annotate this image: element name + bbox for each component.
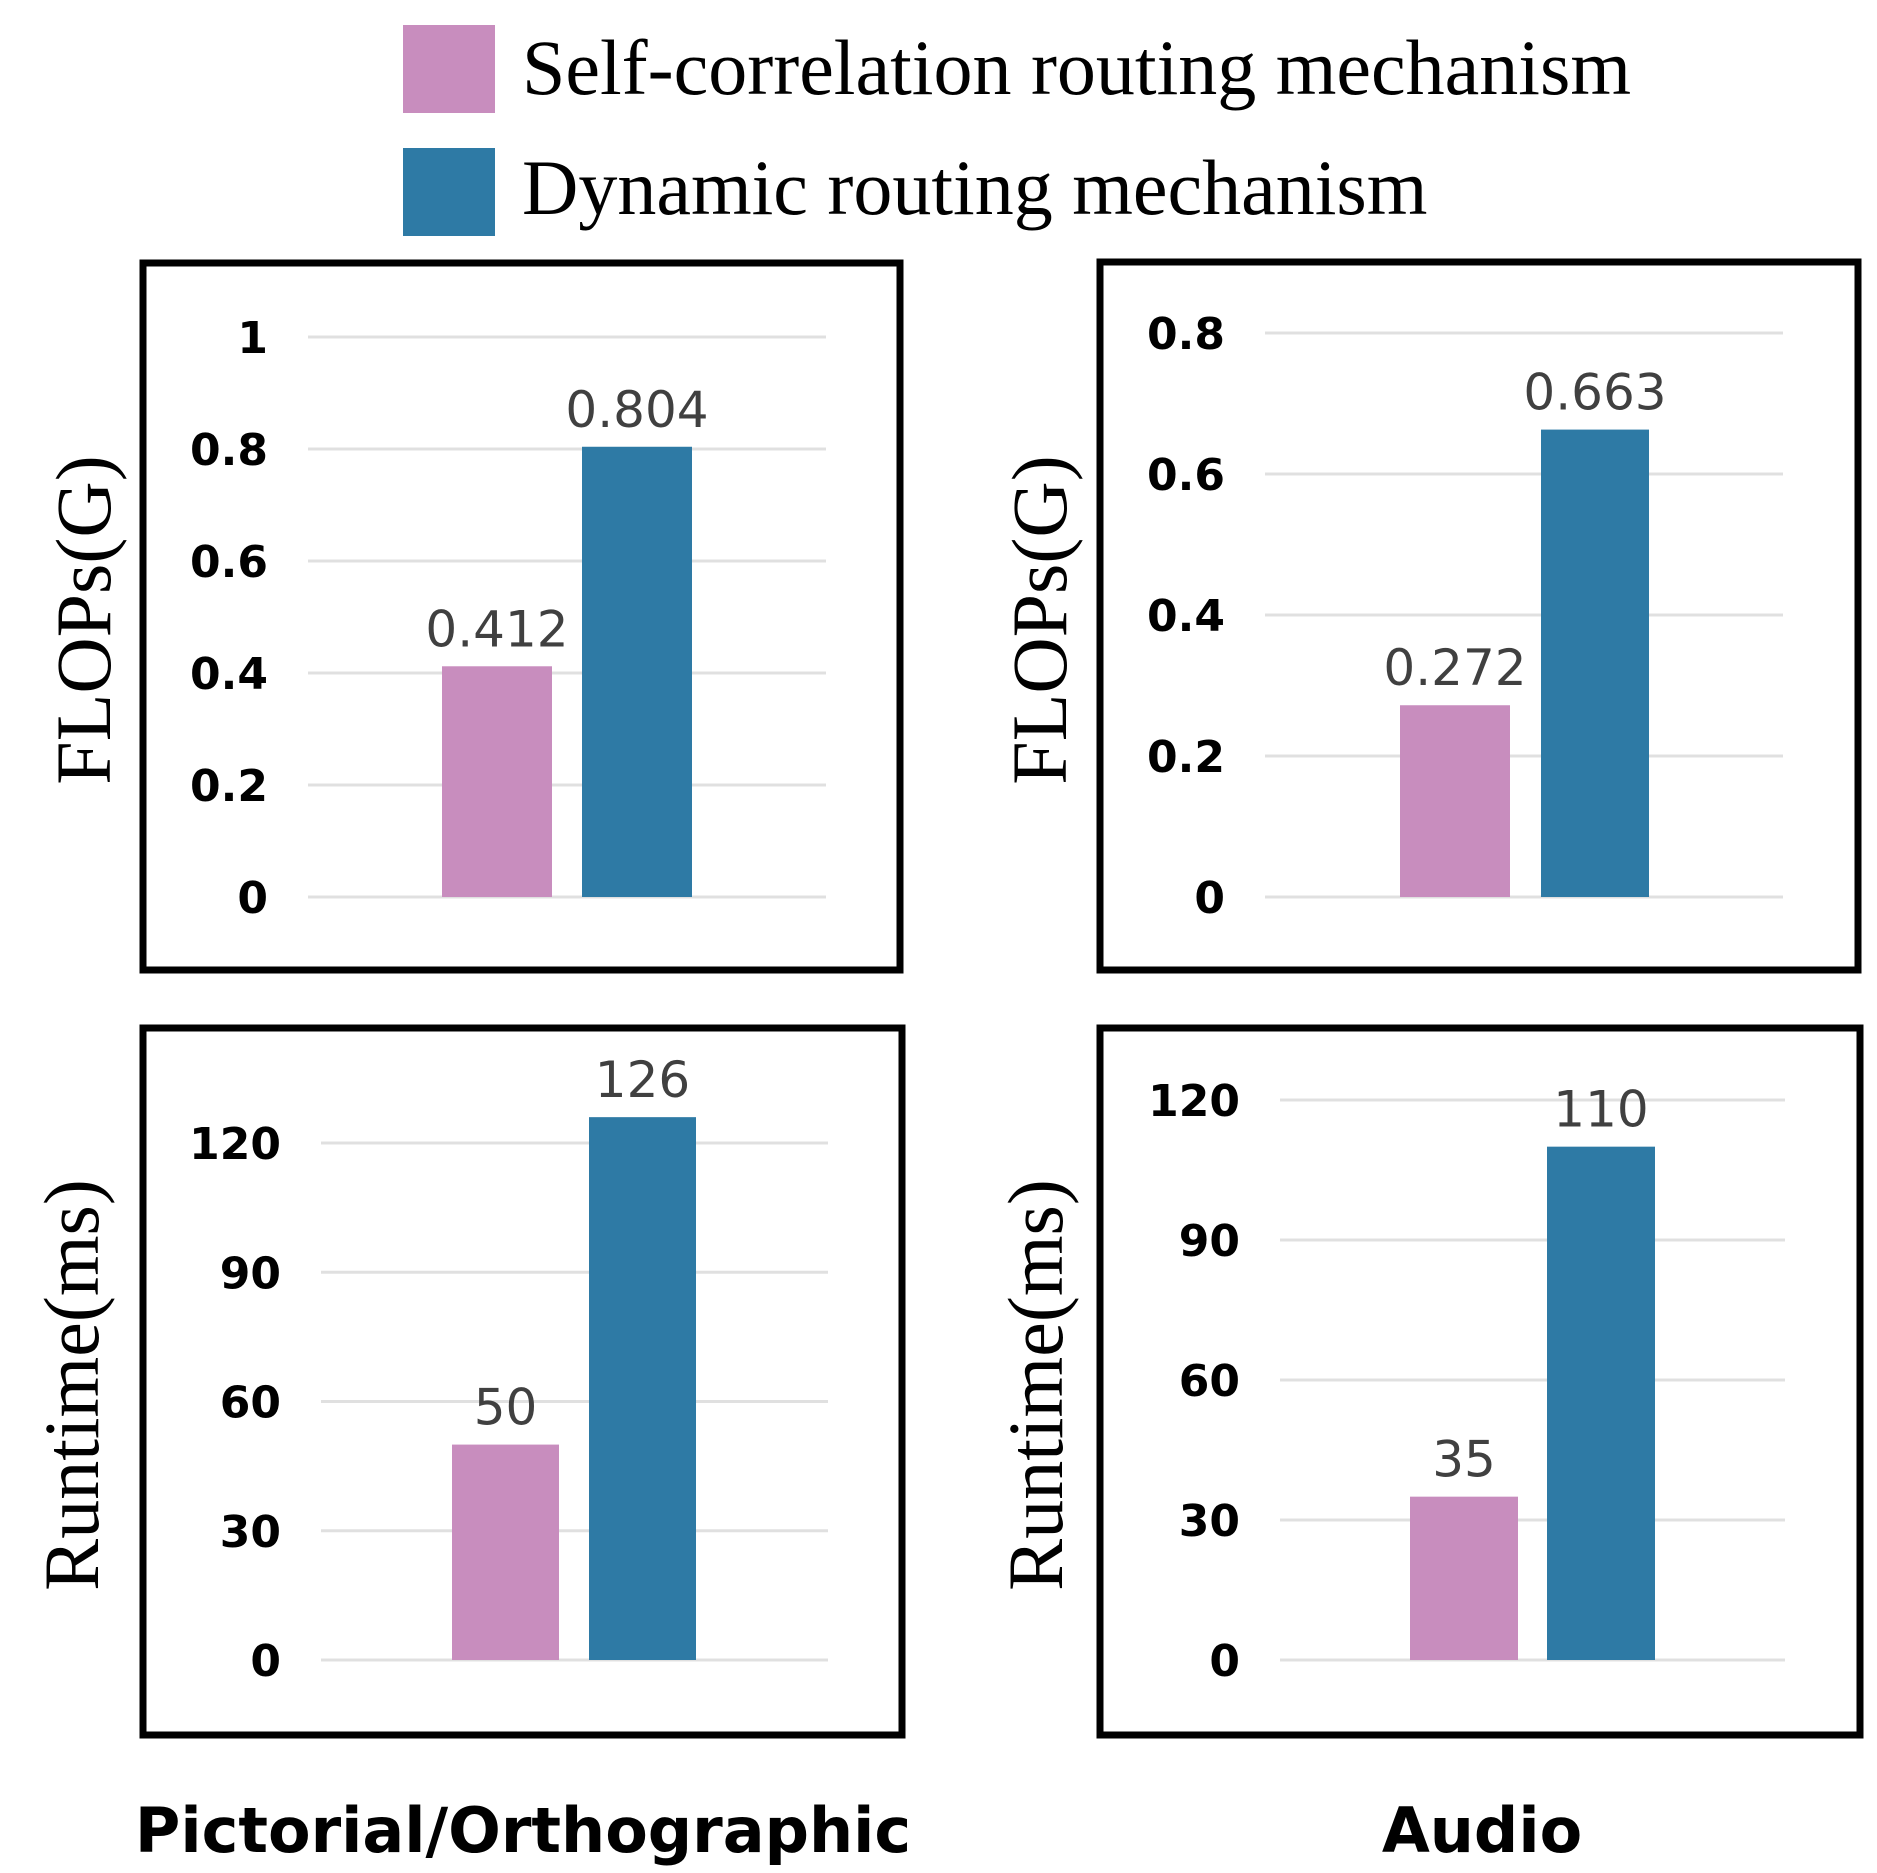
panel-frame xyxy=(139,1024,906,1739)
legend-label-dynamic: Dynamic routing mechanism xyxy=(522,144,1427,231)
bar-dynamic xyxy=(589,1117,696,1660)
y-tick-label: 0 xyxy=(250,1636,281,1687)
data-label: 0.272 xyxy=(1383,639,1526,697)
y-tick-label: 120 xyxy=(189,1119,281,1170)
y-tick-label: 30 xyxy=(1179,1496,1240,1547)
bar-self-correlation xyxy=(452,1444,559,1660)
chart-panel-4: 0 30 60 90 120 35 110 Runtime(ms) xyxy=(992,1024,1864,1739)
y-tick-label: 0.6 xyxy=(1147,450,1225,501)
bar-dynamic xyxy=(582,446,692,897)
y-axis-label: Runtime(ms) xyxy=(992,1179,1079,1591)
y-tick-label: 0 xyxy=(1209,1636,1240,1687)
y-axis-label: Runtime(ms) xyxy=(28,1179,115,1591)
y-tick-label: 60 xyxy=(220,1378,281,1429)
y-tick-label: 0.8 xyxy=(1147,309,1225,360)
bar-dynamic xyxy=(1547,1146,1655,1660)
bar-dynamic xyxy=(1541,429,1649,897)
chart-panel-2: 0 0.2 0.4 0.6 0.8 0.272 0.663 FLOPs(G) xyxy=(996,258,1862,974)
bar-self-correlation xyxy=(442,666,552,897)
y-tick-label: 0 xyxy=(237,873,268,924)
data-label: 50 xyxy=(474,1379,538,1437)
legend-swatch-dynamic xyxy=(403,148,495,236)
y-tick-label: 0.2 xyxy=(1147,732,1225,783)
panels: 00.20.40.60.810.4120.804FLOPs(G)00.20.40… xyxy=(28,258,1864,1739)
y-tick-label: 0.4 xyxy=(1147,591,1225,642)
panel-frame xyxy=(1096,1024,1864,1739)
chart-panel-3: 0 30 60 90 120 50 126 Runtime(ms) xyxy=(28,1024,906,1739)
data-label: 35 xyxy=(1432,1431,1496,1489)
y-tick-label: 1 xyxy=(237,313,268,364)
y-tick-label: 0.2 xyxy=(190,761,268,812)
y-tick-label: 0.4 xyxy=(190,649,268,700)
y-tick-label: 30 xyxy=(220,1507,281,1558)
y-axis-label: FLOPs(G) xyxy=(996,455,1083,784)
y-tick-label: 0 xyxy=(1194,873,1225,924)
data-label: 0.804 xyxy=(565,381,708,439)
panel-frame xyxy=(139,259,904,974)
bar-self-correlation xyxy=(1410,1496,1518,1660)
group-label-pictorial: Pictorial/Orthographic xyxy=(135,1794,911,1867)
y-tick-label: 90 xyxy=(220,1248,281,1299)
data-label: 0.663 xyxy=(1523,364,1666,422)
bar-self-correlation xyxy=(1400,705,1510,897)
legend-swatch-self-correlation xyxy=(403,25,495,113)
chart-panel-1: 0 0.2 0.4 0.6 0.8 1 0.412 0.804 FLOPs(G) xyxy=(40,259,904,974)
y-tick-label: 60 xyxy=(1179,1356,1240,1407)
y-tick-label: 120 xyxy=(1148,1076,1240,1127)
y-tick-label: 0.6 xyxy=(190,537,268,588)
group-label-audio: Audio xyxy=(1382,1794,1582,1867)
data-label: 126 xyxy=(595,1051,690,1109)
panel-frame xyxy=(1096,258,1862,974)
y-tick-label: 90 xyxy=(1179,1216,1240,1267)
data-label: 0.412 xyxy=(425,600,568,658)
data-label: 110 xyxy=(1553,1081,1648,1139)
y-tick-label: 0.8 xyxy=(190,425,268,476)
legend-label-self-correlation: Self-correlation routing mechanism xyxy=(522,24,1631,111)
legend: Self-correlation routing mechanism Dynam… xyxy=(403,24,1631,236)
y-axis-label: FLOPs(G) xyxy=(40,455,127,784)
